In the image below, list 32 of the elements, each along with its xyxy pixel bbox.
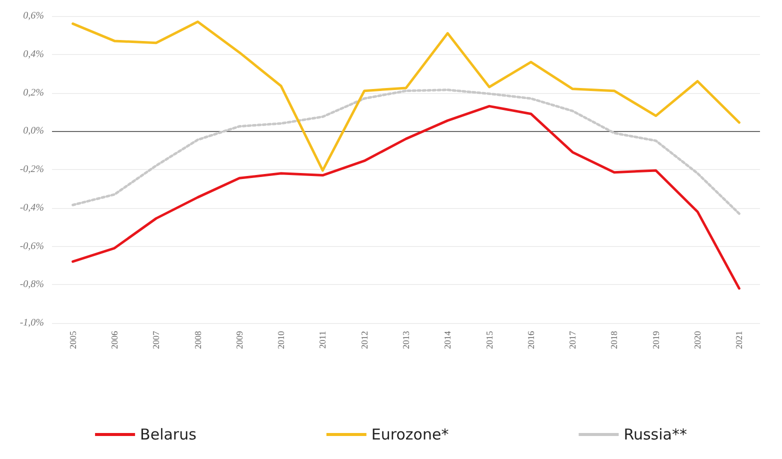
- y-tick-label: -1,0%: [20, 318, 44, 328]
- y-tick-label: -0,6%: [20, 240, 44, 252]
- x-tick-label: 2011: [318, 331, 328, 349]
- y-tick-label: 0,0%: [23, 126, 44, 137]
- x-tick-label: 2005: [68, 330, 78, 349]
- line-series: [72, 88, 740, 215]
- x-tick-label: 2013: [401, 330, 411, 349]
- x-tick-label: 2014: [442, 330, 453, 349]
- x-tick-label: 2019: [650, 330, 661, 349]
- x-tick-label: 2020: [692, 330, 703, 349]
- legend-label: Russia**: [624, 426, 688, 444]
- x-tick-label: 2016: [526, 330, 536, 349]
- x-tick-label: 2021: [734, 331, 744, 349]
- y-tick-label: -0,8%: [20, 279, 44, 290]
- x-tick-label: 2012: [359, 331, 370, 349]
- y-tick-label: -0,4%: [20, 202, 44, 214]
- y-tick-label: 0,4%: [23, 48, 44, 60]
- legend-label: Belarus: [140, 426, 197, 444]
- x-tick-label: 2009: [234, 330, 244, 349]
- x-tick-label: 2018: [609, 330, 620, 349]
- x-tick-label: 2007: [151, 330, 162, 349]
- x-tick-label: 2008: [192, 330, 203, 349]
- y-tick-label: 0,6%: [23, 10, 44, 22]
- x-tick-label: 2015: [484, 330, 494, 349]
- legend-label: Eurozone*: [371, 426, 450, 444]
- y-tick-label: -0,2%: [20, 164, 44, 175]
- line-series: [72, 20, 740, 172]
- line-series: [72, 104, 740, 290]
- x-tick-label: 2006: [109, 330, 120, 349]
- y-tick-label: 0,2%: [23, 87, 44, 98]
- x-tick-label: 2010: [276, 330, 286, 349]
- x-tick-label: 2017: [568, 330, 578, 349]
